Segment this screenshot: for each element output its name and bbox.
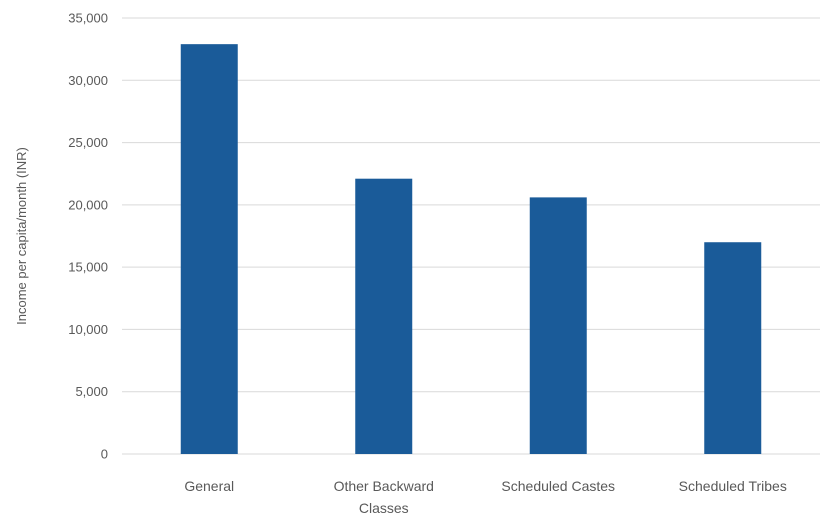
y-tick-label: 5,000 [75, 384, 108, 399]
y-tick-label: 30,000 [68, 73, 108, 88]
y-tick-label: 35,000 [68, 11, 108, 26]
x-tick-label: Scheduled Tribes [679, 478, 787, 494]
bars [180, 44, 762, 454]
y-tick-label: 0 [101, 447, 108, 462]
gridlines [122, 17, 820, 455]
y-tick-label: 25,000 [68, 135, 108, 150]
bar [529, 197, 587, 454]
y-axis-title: Income per capita/month (INR) [14, 147, 29, 325]
bar [704, 242, 762, 454]
bar [355, 178, 413, 454]
y-axis-ticks: 0 5,000 10,000 15,000 20,000 25,000 30,000 35,0… [68, 11, 108, 462]
y-tick-label: 20,000 [68, 197, 108, 212]
x-axis-ticks: General Other Backward Classes Scheduled Ca… [184, 478, 787, 516]
y-tick-label: 10,000 [68, 322, 108, 337]
bar [180, 44, 238, 454]
x-tick-label: General [184, 478, 234, 494]
x-tick-label: Other Backward Classes [334, 478, 434, 516]
y-tick-label: 15,000 [68, 260, 108, 275]
x-tick-label: Scheduled Castes [501, 478, 615, 494]
